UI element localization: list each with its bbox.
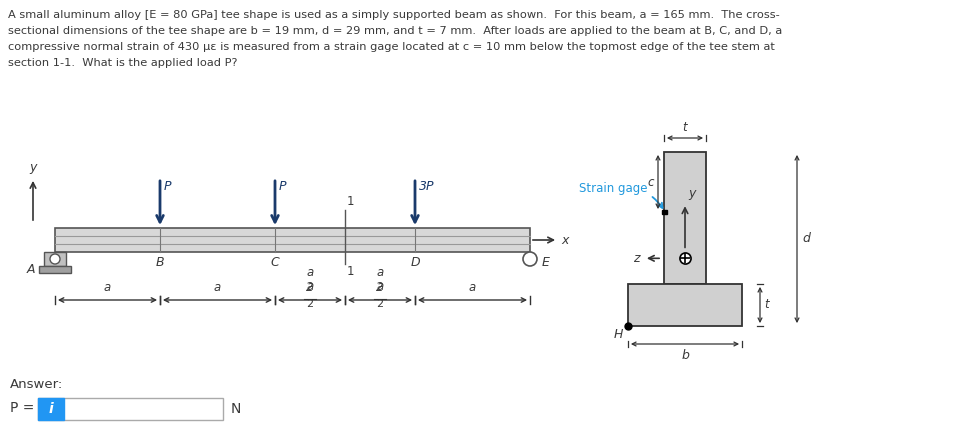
Circle shape [523,252,537,266]
Text: A small aluminum alloy [E = 80 GPa] tee shape is used as a simply supported beam: A small aluminum alloy [E = 80 GPa] tee … [8,10,780,20]
Text: x: x [561,233,568,246]
Text: i: i [49,402,54,416]
Bar [628,284,742,326]
Text: 1: 1 [347,195,354,208]
Text: A: A [27,263,35,276]
Text: b: b [681,349,689,362]
Text: section 1-1.  What is the applied load P?: section 1-1. What is the applied load P? [8,58,238,68]
Text: a: a [376,280,383,293]
Text: 2: 2 [376,299,383,309]
Text: y: y [30,161,36,174]
Text: P: P [279,180,286,193]
Text: z: z [633,252,640,265]
Text: C: C [270,256,280,269]
Text: sectional dimensions of the tee shape are b = 19 mm, d = 29 mm, and t = 7 mm.  A: sectional dimensions of the tee shape ar… [8,26,783,36]
Text: H: H [614,328,623,341]
Bar [38,398,223,420]
Text: a: a [307,280,313,293]
Text: Strain gage: Strain gage [579,182,662,208]
Text: y: y [688,187,696,200]
Bar [664,152,706,284]
Text: Answer:: Answer: [10,378,63,391]
Bar [55,228,530,252]
Text: d: d [802,233,810,246]
Text: P =: P = [10,401,38,415]
Bar [39,266,71,273]
Text: P: P [164,180,171,193]
Text: t: t [764,298,768,311]
Text: a: a [214,281,221,294]
Text: a: a [468,281,476,294]
Bar [38,398,64,420]
Text: B: B [156,256,165,269]
Text: a
2: a 2 [307,266,314,294]
Text: compressive normal strain of 430 με is measured from a strain gage located at c : compressive normal strain of 430 με is m… [8,42,775,52]
Circle shape [50,254,60,264]
Text: a
2: a 2 [376,266,384,294]
Bar [44,252,66,266]
Text: a: a [103,281,111,294]
Text: 3P: 3P [419,180,435,193]
Text: E: E [542,256,550,269]
Text: D: D [410,256,420,269]
Text: N: N [231,402,241,416]
Bar [662,210,667,214]
Text: 1: 1 [347,265,354,278]
Text: t: t [683,121,687,134]
Text: 2: 2 [307,299,313,309]
Text: c: c [648,176,654,189]
